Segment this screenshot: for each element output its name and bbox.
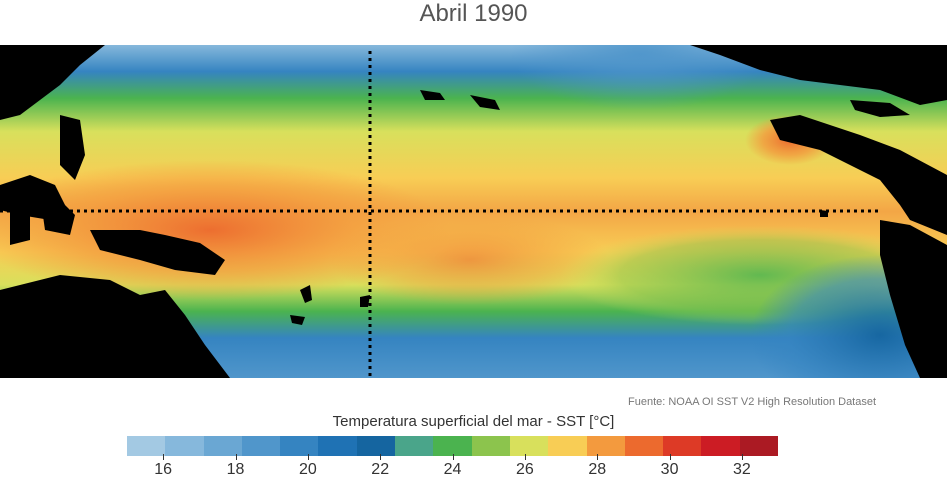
colorbar-swatch	[241, 436, 281, 456]
colorbar-title: Temperatura superficial del mar - SST [°…	[332, 413, 615, 430]
colorbar-tick	[452, 454, 454, 460]
colorbar-swatch	[624, 436, 664, 456]
colorbar-tick-label: 18	[226, 461, 245, 478]
source-note: Fuente: NOAA OI SST V2 High Resolution D…	[628, 396, 877, 408]
colorbar-tick-label: 28	[588, 461, 607, 478]
colorbar-tick	[163, 454, 165, 460]
colorbar-tick-label: 20	[298, 461, 317, 478]
colorbar-swatch	[280, 436, 319, 456]
colorbar-tick	[380, 454, 382, 460]
colorbar-swatch	[586, 436, 625, 456]
colorbar-tick-label: 30	[660, 461, 679, 478]
colorbar-tick	[597, 454, 599, 460]
colorbar-swatch	[127, 436, 166, 456]
colorbar-swatch	[548, 436, 587, 456]
land-masses	[0, 45, 947, 378]
colorbar-tick-label: 32	[733, 461, 751, 478]
colorbar-swatch	[395, 436, 434, 456]
colorbar-swatch	[203, 436, 242, 456]
colorbar-swatch	[356, 436, 396, 456]
colorbar-swatch	[663, 436, 702, 456]
colorbar-tick-label: 24	[443, 461, 462, 478]
colorbar-swatch	[318, 436, 357, 456]
sst-map: Fuente: NOAA OI SST V2 High Resolution D…	[0, 45, 947, 408]
colorbar-tick-label: 26	[515, 461, 534, 478]
colorbar-tick	[669, 454, 671, 460]
colorbar-swatch	[739, 436, 779, 456]
colorbar-tick-label: 22	[371, 461, 390, 478]
colorbar-swatch	[433, 436, 472, 456]
colorbar-tick	[524, 454, 526, 460]
colorbar-swatch	[701, 436, 740, 456]
colorbar-tick	[307, 454, 309, 460]
colorbar-tick	[235, 454, 237, 460]
colorbar-swatch	[165, 436, 204, 456]
colorbar-tick	[741, 454, 743, 460]
map-title: Abril 1990	[419, 0, 528, 27]
colorbar	[127, 436, 779, 456]
colorbar-tick-label: 16	[154, 461, 173, 478]
colorbar-swatch	[509, 436, 549, 456]
colorbar-ticks: 16 18 20 22 24 26 28 30 32	[0, 454, 947, 480]
colorbar-swatch	[471, 436, 510, 456]
